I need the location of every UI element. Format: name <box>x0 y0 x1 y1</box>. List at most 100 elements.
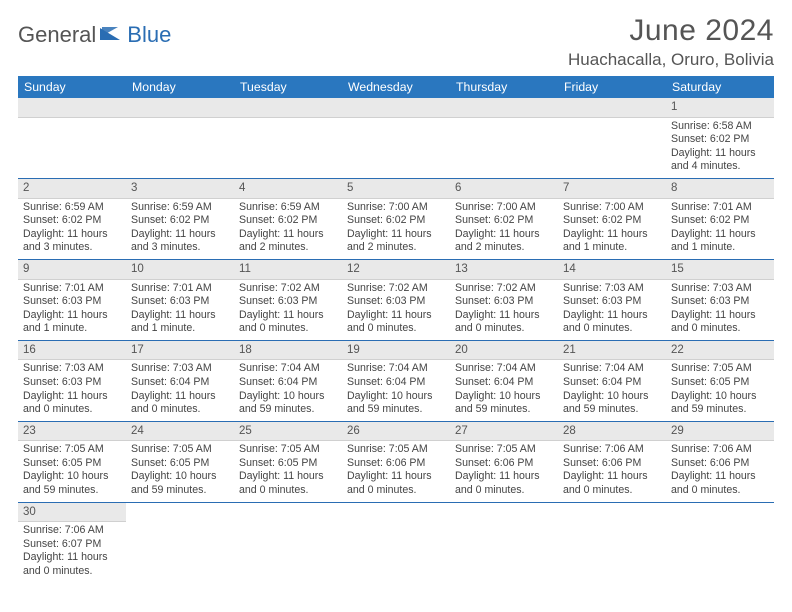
daylight-text: Daylight: 11 hours and 0 minutes. <box>671 309 769 336</box>
calendar-cell: 3Sunrise: 6:59 AMSunset: 6:02 PMDaylight… <box>126 178 234 259</box>
day-body: Sunrise: 7:01 AMSunset: 6:03 PMDaylight:… <box>126 280 234 340</box>
sunrise-text: Sunrise: 7:05 AM <box>347 443 445 457</box>
calendar-cell: 17Sunrise: 7:03 AMSunset: 6:04 PMDayligh… <box>126 340 234 421</box>
sunset-text: Sunset: 6:02 PM <box>455 214 553 228</box>
sunrise-text: Sunrise: 7:06 AM <box>23 524 121 538</box>
logo-text-blue: Blue <box>127 22 171 48</box>
day-body: Sunrise: 7:04 AMSunset: 6:04 PMDaylight:… <box>450 360 558 420</box>
weekday-header: Wednesday <box>342 76 450 98</box>
calendar-cell <box>342 98 450 178</box>
sunset-text: Sunset: 6:05 PM <box>131 457 229 471</box>
day-number: 17 <box>126 341 234 361</box>
day-body: Sunrise: 7:03 AMSunset: 6:03 PMDaylight:… <box>18 360 126 420</box>
calendar-cell: 20Sunrise: 7:04 AMSunset: 6:04 PMDayligh… <box>450 340 558 421</box>
calendar-cell <box>558 502 666 582</box>
daylight-text: Daylight: 11 hours and 2 minutes. <box>347 228 445 255</box>
calendar-page: General Blue June 2024 Huachacalla, Orur… <box>0 0 792 596</box>
weekday-header-row: Sunday Monday Tuesday Wednesday Thursday… <box>18 76 774 98</box>
day-number: 29 <box>666 422 774 442</box>
daylight-text: Daylight: 11 hours and 1 minute. <box>131 309 229 336</box>
sunset-text: Sunset: 6:03 PM <box>671 295 769 309</box>
sunrise-text: Sunrise: 7:04 AM <box>239 362 337 376</box>
calendar-cell: 13Sunrise: 7:02 AMSunset: 6:03 PMDayligh… <box>450 259 558 340</box>
calendar-row: 23Sunrise: 7:05 AMSunset: 6:05 PMDayligh… <box>18 421 774 502</box>
day-number: 4 <box>234 179 342 199</box>
day-body: Sunrise: 7:05 AMSunset: 6:05 PMDaylight:… <box>18 441 126 501</box>
calendar-cell <box>234 502 342 582</box>
daylight-text: Daylight: 11 hours and 0 minutes. <box>131 390 229 417</box>
location-text: Huachacalla, Oruro, Bolivia <box>568 50 774 70</box>
daylight-text: Daylight: 11 hours and 0 minutes. <box>563 309 661 336</box>
sunrise-text: Sunrise: 7:04 AM <box>347 362 445 376</box>
day-body: Sunrise: 7:01 AMSunset: 6:02 PMDaylight:… <box>666 199 774 259</box>
day-number: 1 <box>666 98 774 118</box>
daylight-text: Daylight: 11 hours and 1 minute. <box>23 309 121 336</box>
calendar-cell: 16Sunrise: 7:03 AMSunset: 6:03 PMDayligh… <box>18 340 126 421</box>
calendar-cell: 24Sunrise: 7:05 AMSunset: 6:05 PMDayligh… <box>126 421 234 502</box>
sunset-text: Sunset: 6:03 PM <box>23 376 121 390</box>
day-body: Sunrise: 7:02 AMSunset: 6:03 PMDaylight:… <box>342 280 450 340</box>
daylight-text: Daylight: 10 hours and 59 minutes. <box>671 390 769 417</box>
calendar-cell: 11Sunrise: 7:02 AMSunset: 6:03 PMDayligh… <box>234 259 342 340</box>
day-body: Sunrise: 6:59 AMSunset: 6:02 PMDaylight:… <box>18 199 126 259</box>
calendar-cell: 22Sunrise: 7:05 AMSunset: 6:05 PMDayligh… <box>666 340 774 421</box>
day-number: 7 <box>558 179 666 199</box>
calendar-cell <box>666 502 774 582</box>
day-body: Sunrise: 7:05 AMSunset: 6:05 PMDaylight:… <box>126 441 234 501</box>
daylight-text: Daylight: 10 hours and 59 minutes. <box>239 390 337 417</box>
calendar-cell <box>450 502 558 582</box>
day-number: 26 <box>342 422 450 442</box>
day-body: Sunrise: 7:05 AMSunset: 6:05 PMDaylight:… <box>234 441 342 501</box>
day-body: Sunrise: 7:00 AMSunset: 6:02 PMDaylight:… <box>558 199 666 259</box>
sunset-text: Sunset: 6:03 PM <box>23 295 121 309</box>
calendar-cell: 1Sunrise: 6:58 AMSunset: 6:02 PMDaylight… <box>666 98 774 178</box>
sunrise-text: Sunrise: 7:02 AM <box>239 282 337 296</box>
calendar-cell: 10Sunrise: 7:01 AMSunset: 6:03 PMDayligh… <box>126 259 234 340</box>
daynum-bar-empty <box>18 98 126 118</box>
calendar-cell: 9Sunrise: 7:01 AMSunset: 6:03 PMDaylight… <box>18 259 126 340</box>
calendar-cell: 19Sunrise: 7:04 AMSunset: 6:04 PMDayligh… <box>342 340 450 421</box>
calendar-cell: 8Sunrise: 7:01 AMSunset: 6:02 PMDaylight… <box>666 178 774 259</box>
day-number: 22 <box>666 341 774 361</box>
sunrise-text: Sunrise: 7:01 AM <box>131 282 229 296</box>
sunset-text: Sunset: 6:03 PM <box>239 295 337 309</box>
calendar-row: 9Sunrise: 7:01 AMSunset: 6:03 PMDaylight… <box>18 259 774 340</box>
daylight-text: Daylight: 11 hours and 0 minutes. <box>347 309 445 336</box>
month-title: June 2024 <box>568 14 774 48</box>
daynum-bar-empty <box>234 98 342 118</box>
day-body: Sunrise: 7:03 AMSunset: 6:03 PMDaylight:… <box>558 280 666 340</box>
calendar-row: 1Sunrise: 6:58 AMSunset: 6:02 PMDaylight… <box>18 98 774 178</box>
daylight-text: Daylight: 11 hours and 0 minutes. <box>563 470 661 497</box>
day-number: 30 <box>18 503 126 523</box>
day-body: Sunrise: 7:06 AMSunset: 6:06 PMDaylight:… <box>558 441 666 501</box>
sunrise-text: Sunrise: 7:03 AM <box>23 362 121 376</box>
logo-text-general: General <box>18 22 96 48</box>
daylight-text: Daylight: 11 hours and 2 minutes. <box>455 228 553 255</box>
sunset-text: Sunset: 6:04 PM <box>131 376 229 390</box>
weekday-header: Thursday <box>450 76 558 98</box>
day-number: 20 <box>450 341 558 361</box>
day-number: 19 <box>342 341 450 361</box>
daylight-text: Daylight: 11 hours and 1 minute. <box>563 228 661 255</box>
day-body: Sunrise: 7:06 AMSunset: 6:07 PMDaylight:… <box>18 522 126 582</box>
daynum-bar-empty <box>342 98 450 118</box>
day-body: Sunrise: 7:01 AMSunset: 6:03 PMDaylight:… <box>18 280 126 340</box>
day-body: Sunrise: 6:59 AMSunset: 6:02 PMDaylight:… <box>126 199 234 259</box>
day-body: Sunrise: 7:05 AMSunset: 6:06 PMDaylight:… <box>342 441 450 501</box>
calendar-cell <box>234 98 342 178</box>
sunset-text: Sunset: 6:02 PM <box>563 214 661 228</box>
calendar-cell: 15Sunrise: 7:03 AMSunset: 6:03 PMDayligh… <box>666 259 774 340</box>
sunset-text: Sunset: 6:06 PM <box>671 457 769 471</box>
sunrise-text: Sunrise: 6:59 AM <box>23 201 121 215</box>
day-body: Sunrise: 7:02 AMSunset: 6:03 PMDaylight:… <box>234 280 342 340</box>
weekday-header: Tuesday <box>234 76 342 98</box>
sunset-text: Sunset: 6:02 PM <box>671 133 769 147</box>
sunrise-text: Sunrise: 7:06 AM <box>563 443 661 457</box>
day-number: 23 <box>18 422 126 442</box>
weekday-header: Friday <box>558 76 666 98</box>
daylight-text: Daylight: 11 hours and 0 minutes. <box>239 470 337 497</box>
calendar-row: 30Sunrise: 7:06 AMSunset: 6:07 PMDayligh… <box>18 502 774 582</box>
daylight-text: Daylight: 11 hours and 0 minutes. <box>23 390 121 417</box>
day-number: 14 <box>558 260 666 280</box>
day-body: Sunrise: 6:58 AMSunset: 6:02 PMDaylight:… <box>666 118 774 178</box>
